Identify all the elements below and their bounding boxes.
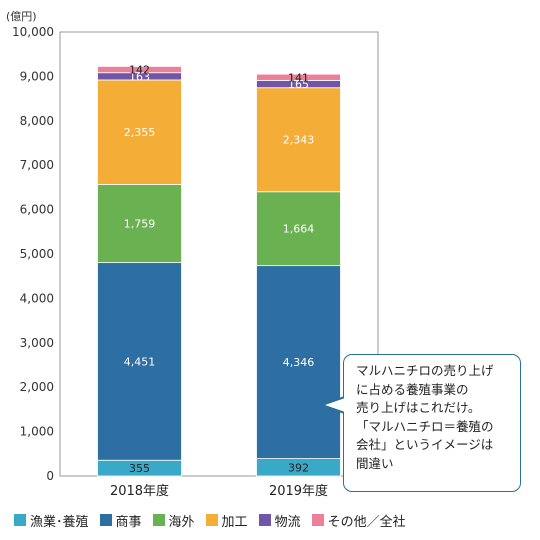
legend-swatch: [311, 514, 324, 526]
legend-swatch: [99, 514, 112, 526]
bar-segment: [256, 265, 341, 459]
y-tick-label: 0: [46, 469, 54, 483]
legend-label: その他／全社: [327, 514, 406, 530]
data-label: 1,759: [124, 218, 156, 231]
legend-label: 加工: [221, 514, 248, 530]
bar-segment: [97, 262, 182, 461]
y-tick-label: 3,000: [20, 336, 54, 350]
legend-label: 漁業･養殖: [30, 514, 89, 530]
data-label: 141: [288, 71, 309, 84]
y-tick-label: 4,000: [20, 291, 54, 305]
y-tick-label: 5,000: [20, 247, 54, 261]
data-label: 4,346: [283, 356, 315, 369]
bar-segment: [97, 66, 182, 74]
legend-item: 商事: [99, 511, 142, 530]
data-label: 355: [129, 462, 150, 475]
y-tick-label: 8,000: [20, 114, 54, 128]
bar-segment: [256, 191, 341, 267]
y-tick-label: 10,000: [12, 25, 54, 39]
y-tick-label: 7,000: [20, 158, 54, 172]
y-tick-label: 6,000: [20, 203, 54, 217]
data-label: 4,451: [124, 355, 156, 368]
legend-swatch: [152, 514, 165, 526]
legend-item: 漁業･養殖: [14, 511, 89, 530]
legend-swatch: [205, 514, 218, 526]
bar-segment: [97, 184, 182, 264]
data-label: 163: [129, 70, 150, 83]
y-tick-label: 2,000: [20, 380, 54, 394]
chart-legend: 漁業･養殖 商事 海外 加工 物流 その他／全社: [14, 509, 417, 531]
callout-line: に占める養殖事業の: [356, 381, 469, 397]
x-category-label: 2018年度: [110, 483, 169, 499]
legend-item: その他／全社: [311, 511, 406, 530]
x-category-label: 2019年度: [269, 483, 328, 499]
stacked-bar-chart: (億円) 0 1,000 2,000 3,000 4,000 5,000 6,000 7,000…: [6, 10, 379, 499]
data-label: 392: [288, 461, 309, 474]
legend-label: 海外: [168, 514, 195, 530]
plot-frame: [59, 31, 379, 477]
data-label: 2,343: [283, 134, 315, 147]
callout-line: マルハニチロの売り上げ: [356, 363, 494, 378]
data-label: 165: [288, 78, 309, 91]
callout-line: 間違い: [356, 455, 394, 471]
data-label: 142: [129, 64, 150, 77]
annotation-callout: マルハニチロの売り上げ に占める養殖事業の 売り上げはこれだけ。 「マルハニチロ…: [343, 354, 521, 492]
y-tick-label: 9,000: [20, 69, 54, 83]
legend-swatch: [258, 514, 271, 526]
legend-label: 物流: [274, 514, 301, 530]
bar-segment: [256, 73, 341, 81]
bar-segment: [256, 87, 341, 193]
legend-item: 物流: [258, 511, 301, 530]
data-label: 1,664: [283, 223, 315, 236]
callout-line: 「マルハニチロ＝養殖の: [356, 418, 494, 434]
y-tick-label: 1,000: [20, 425, 54, 439]
y-axis-unit: (億円): [6, 10, 37, 23]
data-label: 2,355: [124, 126, 156, 139]
callout-line: 会社」というイメージは: [356, 437, 494, 452]
legend-label: 商事: [115, 514, 142, 530]
legend-swatch: [14, 514, 26, 526]
legend-item: 海外: [152, 511, 195, 530]
callout-tail-fill: [325, 398, 345, 412]
legend-item: 加工: [205, 511, 248, 530]
callout-line: 売り上げはこれだけ。: [356, 400, 481, 415]
